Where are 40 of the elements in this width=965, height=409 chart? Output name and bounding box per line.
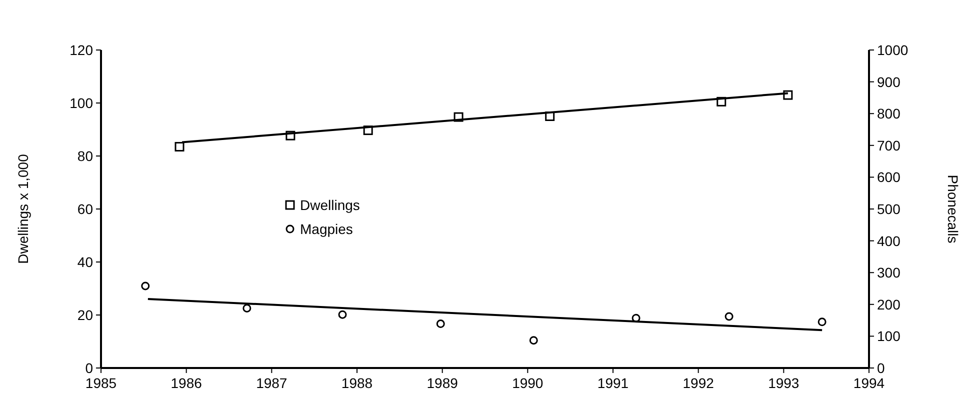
legend-label: Dwellings <box>300 197 360 213</box>
y2-tick-label: 100 <box>877 328 901 344</box>
point <box>141 282 150 290</box>
legend-label: Magpies <box>300 221 353 237</box>
y2-tick-label: 900 <box>877 74 901 90</box>
y2-tick-label: 700 <box>877 137 901 154</box>
y2-tick-label: 0 <box>877 360 885 376</box>
y2-tick-label: 600 <box>877 169 901 186</box>
y-axis-title: Dwellings x 1,000 <box>15 154 31 264</box>
y2-tick-label: 300 <box>877 264 901 281</box>
x-tick-label: 1991 <box>597 375 629 391</box>
x-tick-label: 1993 <box>768 375 800 391</box>
point <box>724 312 734 321</box>
point <box>529 336 538 345</box>
x-tick-label: 1986 <box>170 375 202 391</box>
y-tick-label: 20 <box>77 307 94 323</box>
x-tick-label: 1989 <box>426 375 458 391</box>
y2-tick-label: 1000 <box>877 42 908 58</box>
point <box>338 310 347 319</box>
y2-axis-title: Phonecalls <box>945 174 961 244</box>
y-tick-label: 40 <box>77 254 94 270</box>
x-tick-label: 1992 <box>682 375 714 391</box>
x-tick-label: 1990 <box>512 375 544 391</box>
y2-tick-label: 400 <box>877 232 901 249</box>
y2-tick-label: 800 <box>877 106 901 122</box>
y-tick-label: 80 <box>77 148 94 164</box>
point <box>436 320 445 328</box>
x-tick-label: 1987 <box>256 375 288 391</box>
y-tick-label: 100 <box>70 95 94 111</box>
y-tick-label: 120 <box>70 42 94 58</box>
y-tick-label: 60 <box>77 201 94 217</box>
point <box>174 142 184 152</box>
y2-tick-label: 200 <box>877 296 901 312</box>
x-tick-label: 1985 <box>85 375 117 391</box>
y-tick-label: 0 <box>85 360 94 376</box>
x-tick-label: 1988 <box>341 375 373 391</box>
point <box>818 318 826 326</box>
x-tick-label: 1994 <box>853 375 885 391</box>
y2-tick-label: 500 <box>877 201 901 217</box>
point <box>242 304 252 312</box>
